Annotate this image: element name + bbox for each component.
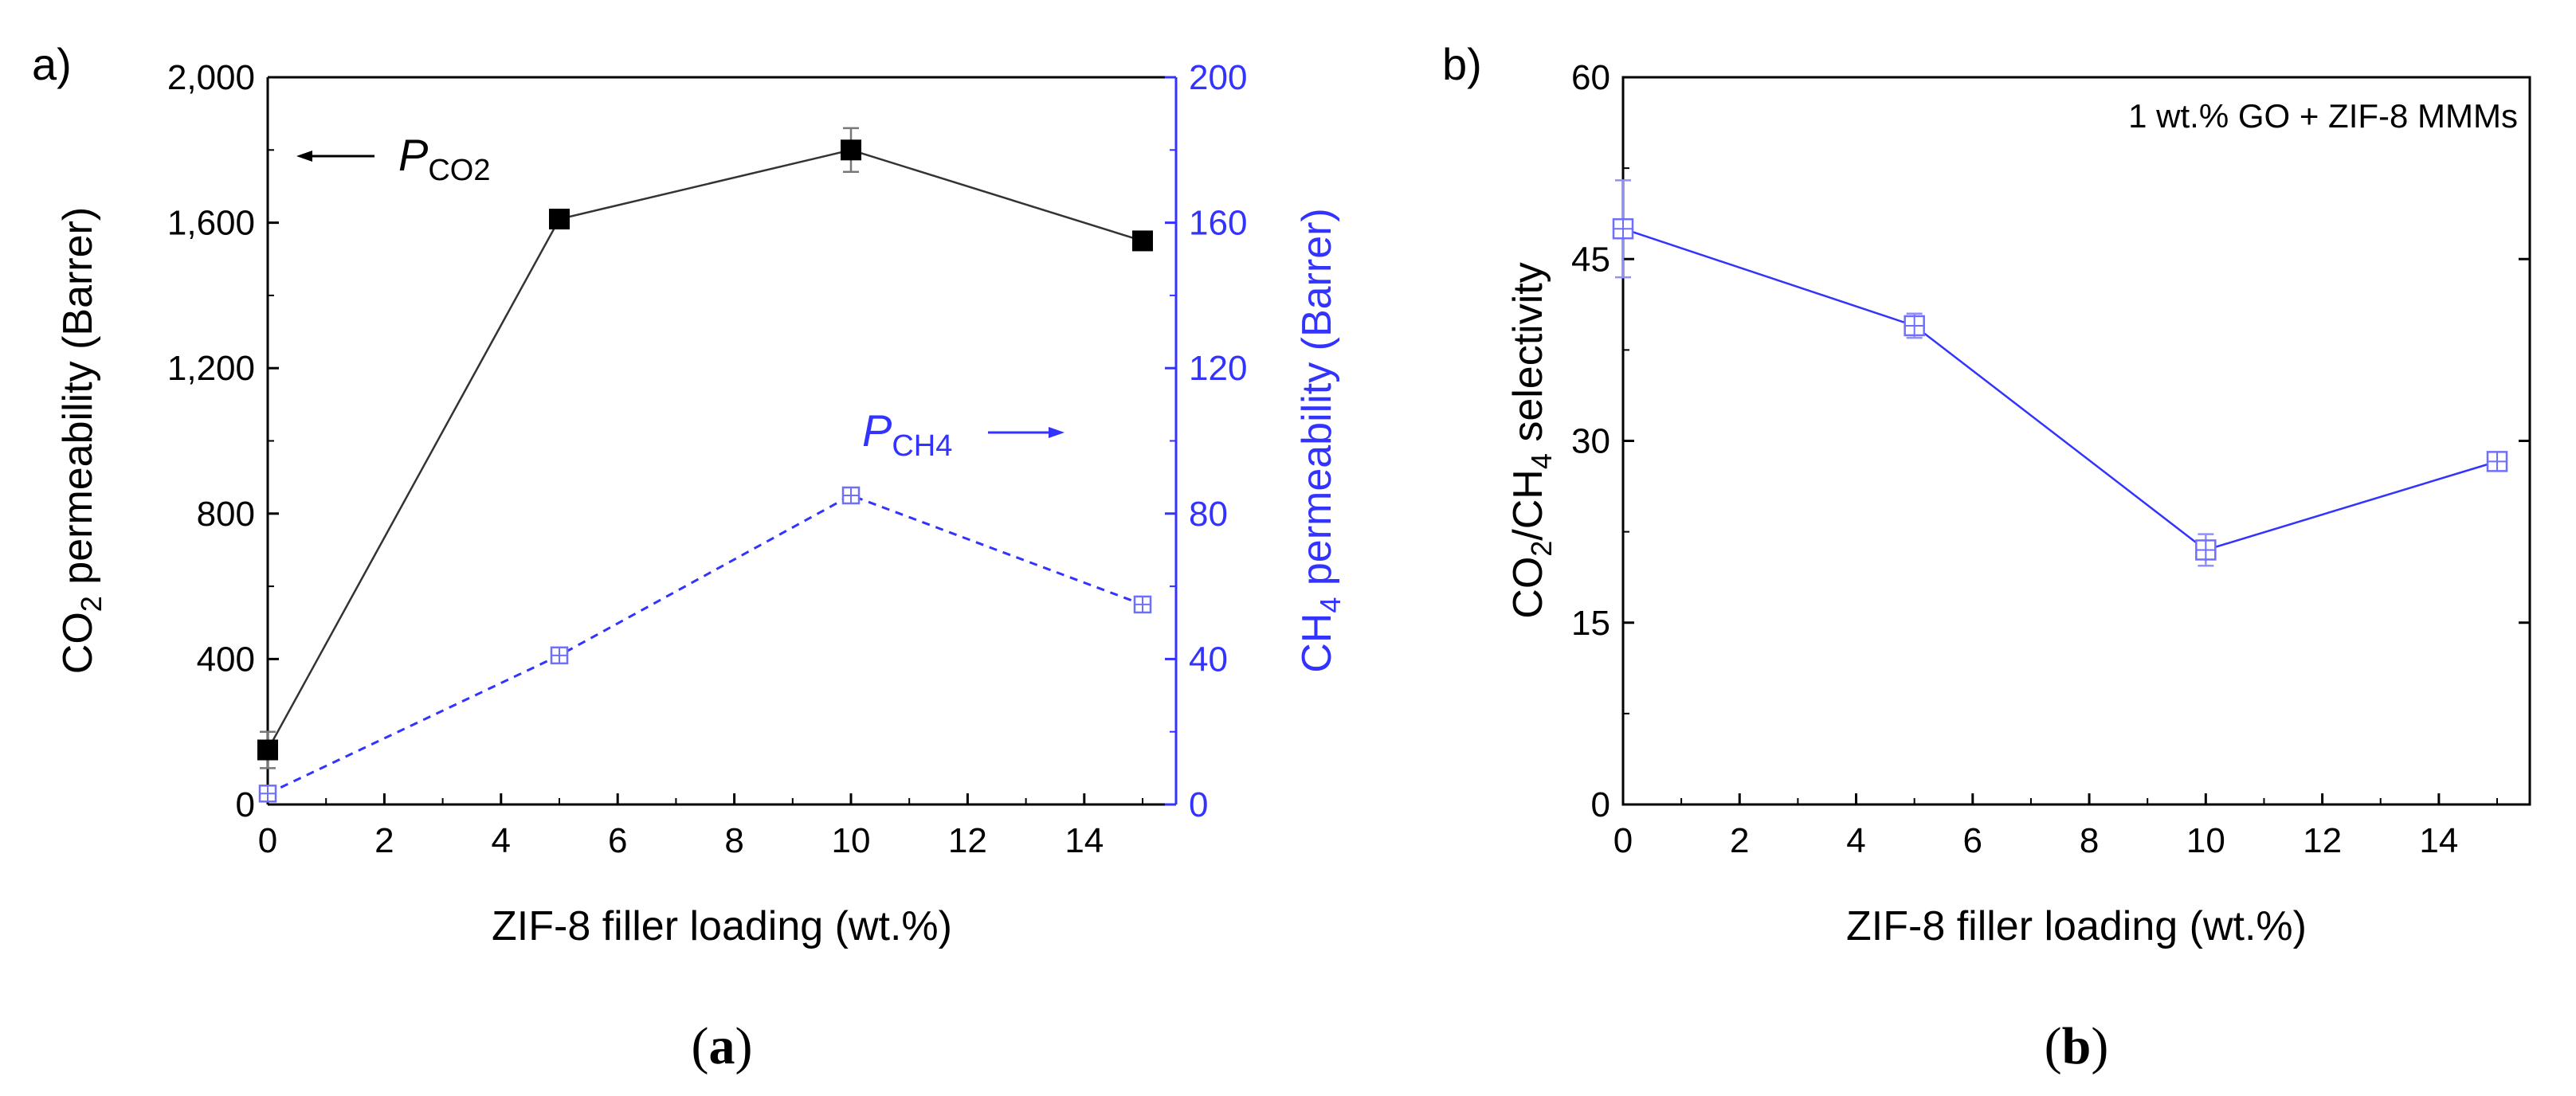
x-tick-label: 14 bbox=[2419, 821, 2458, 860]
ylabel-left-sub: 2 bbox=[75, 596, 108, 612]
panel-b-label: b) bbox=[1442, 39, 1482, 89]
panel-a-right-y-label: CH4 permeability (Barrer) bbox=[1294, 208, 1347, 672]
y-left-tick-label: 800 bbox=[197, 495, 255, 534]
y-right-tick-label: 40 bbox=[1189, 640, 1228, 679]
x-tick-label: 12 bbox=[948, 821, 987, 860]
x-tick-label: 8 bbox=[724, 821, 743, 860]
co2-point bbox=[1132, 230, 1153, 252]
ylabel-b-p2: /CH bbox=[1505, 469, 1551, 541]
arrow-left-head bbox=[296, 151, 312, 162]
series-ch4 bbox=[258, 486, 1152, 803]
p-co2-main: P bbox=[398, 130, 428, 180]
caption-b-open: ( bbox=[2045, 1017, 2062, 1075]
y-right-tick-label: 120 bbox=[1189, 349, 1247, 388]
y-right-tick-label: 0 bbox=[1189, 785, 1208, 824]
panel-a-right-y-ticks: 0 40 80 120 160 200 bbox=[1165, 58, 1247, 824]
ylabel-b-s1: 2 bbox=[1525, 541, 1558, 557]
caption-b-close: ) bbox=[2091, 1017, 2108, 1075]
y-tick-label: 0 bbox=[1591, 785, 1610, 824]
x-tick-label: 10 bbox=[832, 821, 871, 860]
panel-b-legend-text: 1 wt.% GO + ZIF-8 MMMs bbox=[2128, 97, 2518, 135]
x-tick-label: 10 bbox=[2186, 821, 2225, 860]
panel-a-x-label: ZIF-8 filler loading (wt.%) bbox=[492, 903, 952, 949]
series-co2 bbox=[257, 127, 1153, 769]
x-tick-label: 14 bbox=[1065, 821, 1104, 860]
co2-point bbox=[841, 139, 861, 161]
y-left-tick-label: 1,600 bbox=[167, 204, 255, 243]
panel-a-left-y-ticks: 0 400 800 1,200 1,600 2,000 bbox=[167, 58, 279, 824]
co2-point bbox=[549, 209, 570, 230]
caption-b-letter: b bbox=[2062, 1017, 2092, 1075]
panel-a: a) 0 2 4 6 8 10 12 14 0 400 800 1,200 1,600 2,000 0 4… bbox=[32, 39, 1347, 1075]
ylabel-right-main: CH bbox=[1294, 613, 1340, 673]
y-left-tick-label: 1,200 bbox=[167, 349, 255, 388]
caption-b: (b) bbox=[2045, 1017, 2109, 1075]
ylabel-b-s2: 4 bbox=[1525, 453, 1558, 469]
p-ch4-sub: CH4 bbox=[892, 429, 952, 463]
x-tick-label: 2 bbox=[1730, 821, 1749, 860]
co2-point bbox=[257, 739, 278, 761]
panel-b-frame bbox=[1621, 76, 2531, 806]
y-left-tick-label: 400 bbox=[197, 640, 255, 679]
y-left-tick-label: 0 bbox=[236, 785, 255, 824]
series-selectivity bbox=[1612, 179, 2508, 567]
x-tick-label: 4 bbox=[1846, 821, 1865, 860]
p-co2-label: PCO2 bbox=[398, 130, 491, 187]
y-tick-label: 30 bbox=[1571, 422, 1610, 461]
series-ch4-line bbox=[267, 494, 1143, 795]
p-ch4-main: P bbox=[862, 405, 892, 456]
panel-b-y-ticks: 0 15 30 45 60 bbox=[1571, 58, 2530, 824]
y-left-tick-label: 2,000 bbox=[167, 58, 255, 97]
panel-b-y-label: CO2/CH4 selectivity bbox=[1505, 262, 1558, 618]
y-tick-label: 60 bbox=[1571, 58, 1610, 97]
panel-a-label: a) bbox=[32, 39, 72, 89]
series-co2-line bbox=[266, 149, 1143, 751]
x-tick-label: 0 bbox=[258, 821, 277, 860]
y-tick-label: 45 bbox=[1571, 240, 1610, 279]
y-right-tick-label: 160 bbox=[1189, 204, 1247, 243]
x-tick-label: 2 bbox=[374, 821, 394, 860]
p-ch4-label: PCH4 bbox=[862, 405, 952, 463]
panel-b-x-label: ZIF-8 filler loading (wt.%) bbox=[1846, 903, 2307, 949]
x-tick-label: 8 bbox=[2080, 821, 2099, 860]
caption-a-open: ( bbox=[692, 1017, 709, 1075]
panel-b: b) 1 wt.% GO + ZIF-8 MMMs 0 2 4 6 8 10 12 14 0 1… bbox=[1442, 39, 2531, 1075]
panel-a-left-y-label: CO2 permeability (Barrer) bbox=[55, 207, 108, 674]
ylabel-b-p3: selectivity bbox=[1505, 262, 1551, 453]
arrow-right-head bbox=[1049, 427, 1065, 438]
selectivity-line bbox=[1622, 228, 2498, 551]
x-tick-label: 0 bbox=[1613, 821, 1633, 860]
annotation-p-co2: PCO2 bbox=[296, 130, 491, 187]
y-right-tick-label: 200 bbox=[1189, 58, 1247, 97]
ylabel-right-rest: permeability (Barrer) bbox=[1294, 208, 1340, 597]
x-tick-label: 4 bbox=[492, 821, 511, 860]
y-right-tick-label: 80 bbox=[1189, 495, 1228, 534]
x-tick-label: 12 bbox=[2303, 821, 2342, 860]
caption-a: (a) bbox=[692, 1017, 753, 1075]
ylabel-b-p1: CO bbox=[1505, 557, 1551, 619]
panel-a-x-ticks: 0 2 4 6 8 10 12 14 bbox=[258, 793, 1143, 860]
ylabel-left-main: CO bbox=[55, 612, 101, 674]
ylabel-right-sub: 4 bbox=[1314, 597, 1347, 613]
ylabel-left-rest: permeability (Barrer) bbox=[55, 207, 101, 596]
x-tick-label: 6 bbox=[1963, 821, 1982, 860]
caption-a-close: ) bbox=[735, 1017, 753, 1075]
panel-b-x-ticks: 0 2 4 6 8 10 12 14 bbox=[1613, 793, 2498, 860]
annotation-p-ch4: PCH4 bbox=[862, 405, 1065, 463]
p-co2-sub: CO2 bbox=[428, 154, 490, 187]
y-tick-label: 15 bbox=[1571, 604, 1610, 643]
x-tick-label: 6 bbox=[608, 821, 627, 860]
caption-a-letter: a bbox=[709, 1017, 735, 1075]
